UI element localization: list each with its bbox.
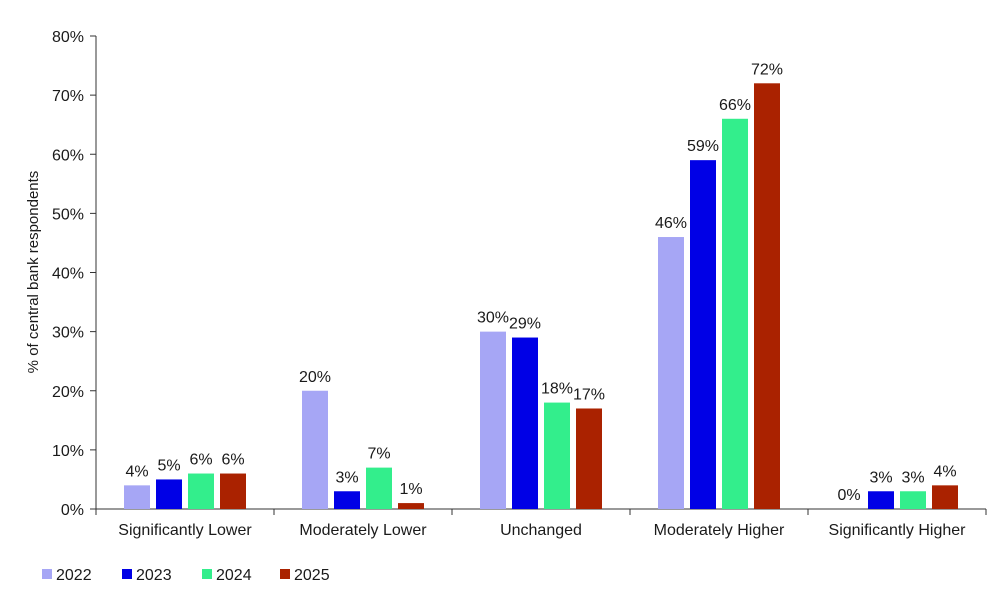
- bar-2023: [334, 491, 360, 509]
- legend-label: 2024: [216, 567, 252, 584]
- y-tick-label: 70%: [52, 88, 84, 105]
- data-label: 6%: [189, 452, 212, 469]
- legend-swatch: [122, 569, 132, 579]
- data-labels: 4% 5% 6% 6% 20% 3% 7% 1% 30% 29% 18% 17% 46% 59% 66% 72…: [125, 61, 956, 504]
- x-category-label: Unchanged: [500, 522, 582, 539]
- bar-2022: [124, 485, 150, 509]
- data-label: 72%: [751, 61, 783, 78]
- data-label: 66%: [719, 97, 751, 114]
- legend-item-2024: 2024: [202, 567, 252, 584]
- bar-2025: [754, 83, 780, 510]
- bars: [124, 83, 958, 510]
- y-tick-label: 30%: [52, 325, 84, 342]
- bar-2025: [220, 473, 246, 509]
- data-label: 20%: [299, 369, 331, 386]
- bar-2023: [156, 479, 182, 509]
- bar-2024: [544, 402, 570, 509]
- data-label: 3%: [901, 469, 924, 486]
- x-category-label: Significantly Lower: [118, 522, 252, 539]
- bar-2025: [932, 485, 958, 509]
- data-label: 59%: [687, 138, 719, 155]
- x-category-label: Moderately Higher: [654, 522, 785, 539]
- y-tick-label: 50%: [52, 206, 84, 223]
- y-tick-label: 60%: [52, 147, 84, 164]
- data-label: 5%: [157, 457, 180, 474]
- data-label: 3%: [869, 469, 892, 486]
- y-tick-label: 80%: [52, 29, 84, 46]
- legend-swatch: [280, 569, 290, 579]
- bar-2025: [576, 408, 602, 509]
- data-label: 4%: [933, 463, 956, 480]
- legend-item-2025: 2025: [280, 567, 330, 584]
- x-category-label: Moderately Lower: [299, 522, 427, 539]
- bar-2024: [900, 491, 926, 509]
- bar-2024: [366, 467, 392, 509]
- bar-2022: [480, 331, 506, 509]
- x-category-label: Significantly Higher: [829, 522, 967, 539]
- data-label: 1%: [399, 481, 422, 498]
- data-label: 7%: [367, 446, 390, 463]
- bar-2023: [868, 491, 894, 509]
- legend-swatch: [202, 569, 212, 579]
- y-tick-label: 0%: [61, 502, 84, 519]
- data-label: 18%: [541, 381, 573, 398]
- legend: 2022 2023 2024 2025: [42, 567, 330, 584]
- data-label: 46%: [655, 215, 687, 232]
- bar-2025: [398, 503, 424, 509]
- y-tick-label: 10%: [52, 443, 84, 460]
- y-axis-title: % of central bank respondents: [25, 171, 42, 374]
- data-label: 6%: [221, 452, 244, 469]
- data-label: 30%: [477, 310, 509, 327]
- y-axis: 0% 10% 20% 30% 40% 50% 60% 70% 80%: [52, 29, 97, 519]
- bar-2022: [302, 390, 328, 509]
- x-axis: Significantly Lower Moderately Lower Uncha…: [95, 508, 987, 539]
- data-label: 17%: [573, 386, 605, 403]
- data-label: 0%: [837, 487, 860, 504]
- y-tick-label: 20%: [52, 384, 84, 401]
- legend-item-2023: 2023: [122, 567, 172, 584]
- bar-2022: [658, 237, 684, 509]
- legend-label: 2022: [56, 567, 92, 584]
- data-label: 3%: [335, 469, 358, 486]
- legend-item-2022: 2022: [42, 567, 92, 584]
- legend-label: 2023: [136, 567, 172, 584]
- bar-2023: [512, 337, 538, 509]
- legend-swatch: [42, 569, 52, 579]
- data-label: 29%: [509, 316, 541, 333]
- legend-label: 2025: [294, 567, 330, 584]
- bar-2024: [188, 473, 214, 509]
- bar-2023: [690, 160, 716, 509]
- bar-2024: [722, 118, 748, 510]
- data-label: 4%: [125, 463, 148, 480]
- y-tick-label: 40%: [52, 266, 84, 283]
